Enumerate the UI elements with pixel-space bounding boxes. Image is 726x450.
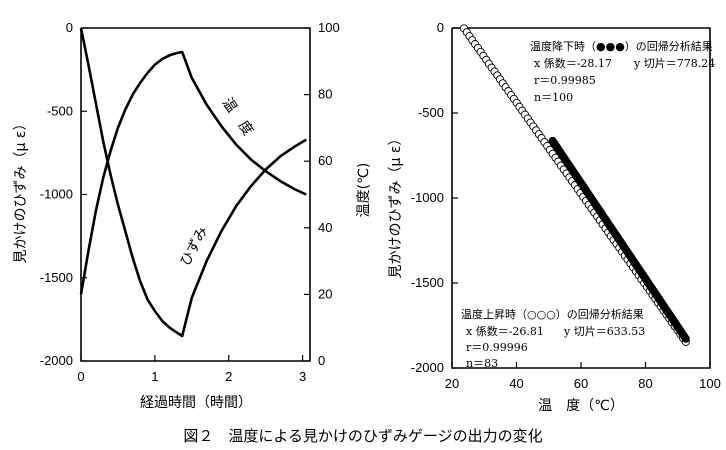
cooling-n-value: n＝100 [534,91,573,104]
right-y-tick-label: 60 [318,153,332,168]
right-y-tick-label: 0 [437,20,444,35]
left-y-ticks-right: 100 80 60 40 20 0 [304,20,340,368]
right-y-tick-label: -1500 [411,275,444,290]
heating-y-intercept: y 切片＝633.53 [563,325,645,338]
heating-r-value: r＝0.99996 [466,341,528,354]
right-x-tick-label: 100 [699,376,721,391]
strain-line [79,27,307,338]
right-x-tick-label: 40 [509,376,523,391]
right-x-tick-label: 80 [638,376,652,391]
left-y-tick-label: -1000 [40,187,73,202]
left-y-tick-label: 0 [66,20,73,35]
right-y-tick-label: 20 [318,286,332,301]
left-y-tick-label: -500 [47,103,73,118]
right-y-tick-label: -2000 [411,360,444,375]
right-x-axis-title: 温 度（℃） [538,398,624,414]
right-x-ticks: 20 40 60 80 100 [445,362,721,391]
right-y-axis-title: 見かけのひずみ（μ ε） [388,132,404,279]
right-y-tick-label: 80 [318,87,332,102]
right-y-ticks: 0 -500 -1000 -1500 -2000 [411,20,458,375]
left-x-tick-label: 2 [225,369,232,384]
left-x-tick-label: 1 [151,369,158,384]
right-y-tick-label: 40 [318,220,332,235]
temperature-line [79,50,307,295]
cooling-regression-title: 温度降下時（●●●）の回帰分析結果 [530,39,713,53]
left-curves [79,27,307,338]
heating-regression-annotation: 温度上昇時（○○○）の回帰分析結果 x 係数＝-26.81 y 切片＝633.5… [461,307,645,370]
left-x-axis-title: 経過時間（時間） [140,395,252,411]
cooling-r-value: r＝0.99985 [534,74,596,87]
cooling-x-coefficient: x 係数＝-28.17 [534,57,612,70]
cooling-regression-annotation: 温度降下時（●●●）の回帰分析結果 x 係数＝-28.17 y 切片＝778.2… [530,39,715,104]
left-chart: 0 1 2 3 0 -500 -1000 -1500 -2000 100 80 60 40 20 0 経… [13,20,372,411]
right-chart: 20 40 60 80 100 0-500-1000-1500-2000 温 度（℃） … [388,20,721,414]
left-x-tick-label: 3 [299,369,306,384]
heating-regression-title: 温度上昇時（○○○）の回帰分析結果 [461,307,644,321]
cooling-point [681,334,690,343]
right-x-tick-label: 20 [445,376,459,391]
heating-n-value: n＝83 [466,357,498,370]
left-y-axis-title: 見かけのひずみ（μ ε） [13,117,29,264]
cooling-y-intercept: y 切片＝778.24 [633,57,715,70]
right-y-tick-label: -1000 [411,190,444,205]
cooling-points [548,136,690,343]
left-x-tick-label: 0 [77,369,84,384]
figure-caption: 図２ 温度による見かけのひずみゲージの出力の変化 [183,427,542,445]
right-y-axis-title: 温度(℃) [356,163,372,218]
left-y-tick-label: -2000 [40,353,73,368]
right-x-tick-label: 60 [574,376,588,391]
right-y-tick-label: -500 [418,105,444,120]
left-y-tick-label: -1500 [40,270,73,285]
temperature-curve-label: 温 度 [219,95,256,139]
right-y-tick-label: 100 [318,20,340,35]
heating-x-coefficient: x 係数＝-26.81 [466,325,544,338]
right-y-tick-label: 0 [318,353,325,368]
left-y-ticks-left: 0 -500 -1000 -1500 -2000 [40,20,87,368]
left-x-ticks: 0 1 2 3 [77,355,306,384]
